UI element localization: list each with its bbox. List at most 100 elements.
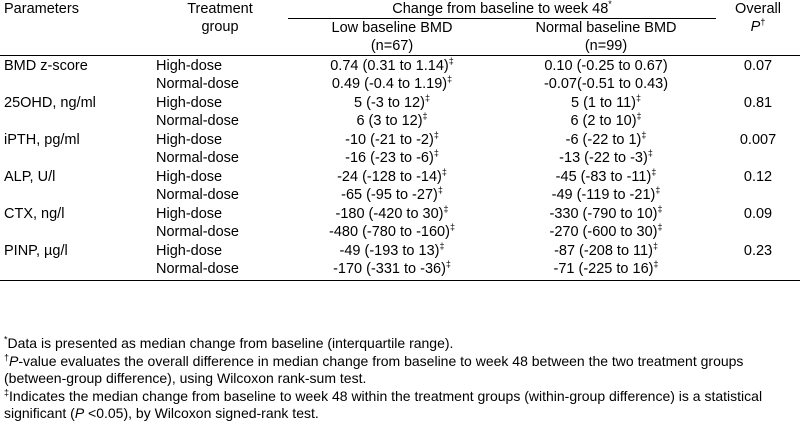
normal-bmd-change-mark: ‡ [651, 167, 657, 178]
footnote-ddagger-p: P [74, 405, 85, 421]
low-bmd-change-value: 0.49 (-0.4 to 1.19) [331, 76, 448, 92]
overall-p-value: 0.07 [716, 55, 800, 75]
header-parameters: Parameters [4, 1, 79, 17]
table-row: PINP, µg/l High-dose -49 (-193 to 13)‡ -87 … [0, 241, 800, 260]
table-row: Normal-dose -16 (-23 to -6)‡ -13 (-22 to -… [0, 149, 800, 167]
parameter-name: PINP, µg/l [4, 243, 68, 259]
parameter-name: iPTH, pg/ml [4, 132, 80, 148]
parameter-name-empty [0, 223, 152, 241]
overall-p-value-empty [716, 75, 800, 93]
table-row: Normal-dose 0.49 (-0.4 to 1.19)‡ -0.07(-0.… [0, 75, 800, 93]
treatment-group: High-dose [156, 243, 223, 259]
low-bmd-change: 0.49 (-0.4 to 1.19)‡ [288, 75, 496, 93]
header-low-n: (n=67) [370, 38, 414, 54]
normal-bmd-change: -87 (-208 to 11)‡ [496, 241, 716, 260]
header-normal-baseline-bmd: Normal baseline BMD (n=99) [496, 18, 717, 56]
low-bmd-change-mark: ‡ [441, 167, 447, 178]
low-bmd-change-value: -16 (-23 to -6) [345, 150, 434, 166]
overall-p-value-empty [716, 112, 800, 130]
table-row: ALP, U/l High-dose -24 (-128 to -14)‡ -45 (… [0, 167, 800, 186]
normal-bmd-change: -49 (-119 to -21)‡ [496, 186, 716, 204]
header-low-label: Low baseline BMD [331, 20, 453, 36]
parameter-name: CTX, ng/l [4, 206, 65, 222]
overall-p-value-empty [716, 186, 800, 204]
normal-bmd-change-value: -270 (-600 to 30) [549, 224, 658, 240]
normal-bmd-change-value: -6 (-22 to 1) [565, 132, 642, 148]
normal-bmd-change-mark: ‡ [657, 204, 663, 215]
footnote-dagger-mark: † [4, 351, 10, 362]
table-footnotes: *Data is presented as median change from… [4, 335, 796, 423]
normal-bmd-change-value: 0.10 (-0.25 to 0.67) [544, 58, 668, 74]
footnote-ddagger-text1: Indicates the median change from baselin… [4, 387, 763, 422]
normal-bmd-change-value: 5 (1 to 11) [570, 95, 637, 111]
low-bmd-change-value: 6 (3 to 12) [356, 113, 423, 129]
low-bmd-change: -24 (-128 to -14)‡ [288, 167, 496, 186]
low-bmd-change: 5 (-3 to 12)‡ [288, 93, 496, 112]
treatment-group: Normal-dose [156, 187, 239, 203]
overall-p-value-empty [716, 223, 800, 241]
footnote-dagger-text: -value evaluates the overall difference … [4, 352, 744, 387]
footnote-star-text: Data is presented as median change from … [7, 335, 454, 351]
header-normal-n: (n=99) [584, 38, 628, 54]
treatment-group: Normal-dose [156, 76, 239, 92]
low-bmd-change: -480 (-780 to -160)‡ [288, 223, 496, 241]
footnote-dagger: †P-value evaluates the overall differenc… [4, 351, 796, 388]
parameter-name-empty [0, 75, 152, 93]
low-bmd-change-mark: ‡ [448, 56, 454, 67]
low-bmd-change: -180 (-420 to 30)‡ [288, 204, 496, 223]
treatment-group: High-dose [156, 132, 223, 148]
overall-p-value: 0.007 [739, 132, 777, 148]
low-bmd-change: -16 (-23 to -6)‡ [288, 149, 496, 167]
low-bmd-change-mark: ‡ [433, 130, 439, 141]
table-row: Normal-dose 6 (3 to 12)‡ 6 (2 to 10)‡ [0, 112, 800, 130]
treatment-group: Normal-dose [156, 150, 239, 166]
normal-bmd-change-mark: ‡ [636, 111, 642, 122]
parameter-name: 25OHD, ng/ml [4, 95, 96, 111]
normal-bmd-change: -330 (-790 to 10)‡ [496, 204, 716, 223]
normal-bmd-change: 5 (1 to 11)‡ [496, 93, 716, 112]
low-bmd-change-value: -24 (-128 to -14) [337, 169, 442, 185]
table-row: iPTH, pg/ml High-dose -10 (-21 to -2)‡ -6 (… [0, 130, 800, 149]
low-bmd-change: -49 (-193 to 13)‡ [288, 241, 496, 260]
treatment-group: High-dose [156, 95, 223, 111]
normal-bmd-change-value: -13 (-22 to -3) [559, 150, 648, 166]
header-treatment-line2: group [201, 19, 239, 35]
low-bmd-change-mark: ‡ [449, 222, 455, 233]
low-bmd-change: 6 (3 to 12)‡ [288, 112, 496, 130]
low-bmd-change-value: -170 (-331 to -36) [333, 261, 446, 277]
low-bmd-change: 0.74 (0.31 to 1.14)‡ [288, 55, 496, 75]
normal-bmd-change: -6 (-22 to 1)‡ [496, 130, 716, 149]
low-bmd-change-mark: ‡ [447, 74, 453, 85]
low-bmd-change: -65 (-95 to -27)‡ [288, 186, 496, 204]
normal-bmd-change-value: -87 (-208 to 11) [554, 243, 653, 259]
parameter-name-empty [0, 260, 152, 281]
normal-bmd-change-value: 6 (2 to 10) [570, 113, 637, 129]
low-bmd-change-mark: ‡ [437, 185, 443, 196]
header-treatment-line1: Treatment [187, 1, 253, 17]
header-overall-p-letter: P [750, 19, 761, 35]
treatment-group: Normal-dose [156, 113, 239, 129]
table-row: Normal-dose -170 (-331 to -36)‡ -71 (-225 … [0, 260, 800, 281]
overall-p-value-empty [716, 149, 800, 167]
parameter-name-empty [0, 186, 152, 204]
low-bmd-change-value: -180 (-420 to 30) [335, 206, 444, 222]
footnote-star-mark: * [4, 334, 8, 345]
table-row: 25OHD, ng/ml High-dose 5 (-3 to 12)‡ 5 (1 t… [0, 93, 800, 112]
overall-p-value: 0.12 [743, 169, 773, 185]
table-row: CTX, ng/l High-dose -180 (-420 to 30)‡ -330… [0, 204, 800, 223]
normal-bmd-change: -0.07(-0.51 to 0.43) [496, 75, 716, 93]
low-bmd-change-mark: ‡ [424, 93, 430, 104]
low-bmd-change-mark: ‡ [445, 259, 451, 270]
low-bmd-change: -10 (-21 to -2)‡ [288, 130, 496, 149]
low-bmd-change-value: 5 (-3 to 12) [354, 95, 425, 111]
treatment-group: Normal-dose [152, 260, 288, 281]
low-bmd-change-value: -49 (-193 to 13) [339, 243, 440, 259]
low-bmd-change-mark: ‡ [443, 204, 449, 215]
results-table: Parameters Treatment group Change from ba… [0, 0, 800, 281]
low-bmd-change-value: 0.74 (0.31 to 1.14) [330, 58, 449, 74]
normal-bmd-change-mark: ‡ [647, 148, 653, 159]
low-bmd-change: -170 (-331 to -36)‡ [288, 260, 496, 281]
footnote-star: *Data is presented as median change from… [4, 335, 796, 353]
normal-bmd-change-mark: ‡ [636, 93, 642, 104]
